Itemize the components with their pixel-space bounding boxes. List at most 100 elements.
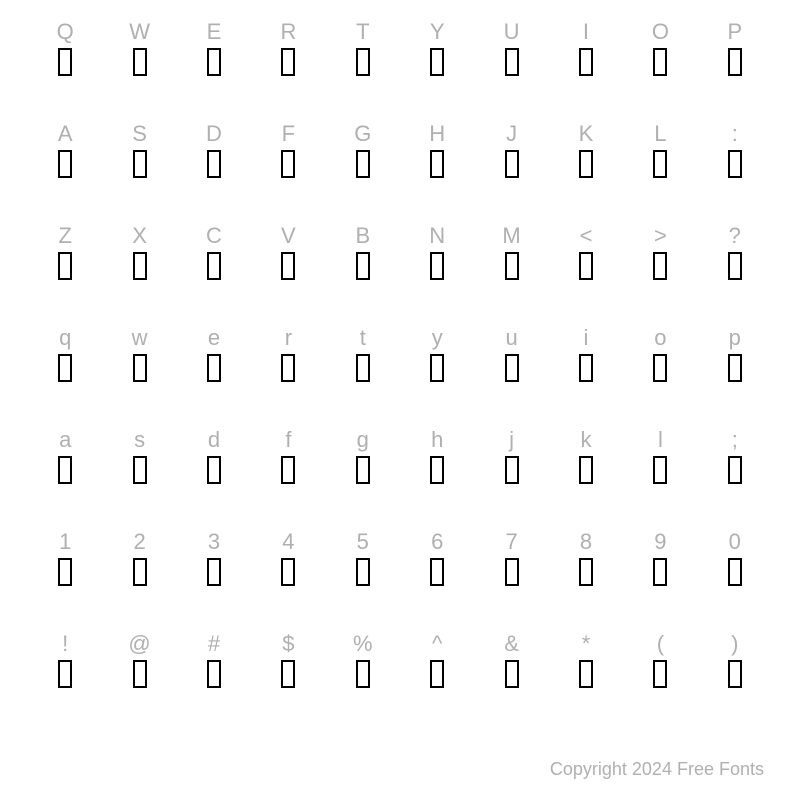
missing-glyph-icon bbox=[356, 660, 370, 688]
char-cell: & bbox=[474, 628, 548, 730]
char-cell: 4 bbox=[251, 526, 325, 628]
char-cell: ) bbox=[698, 628, 772, 730]
missing-glyph-icon bbox=[505, 456, 519, 484]
missing-glyph-icon bbox=[728, 660, 742, 688]
char-cell: W bbox=[102, 16, 176, 118]
character-grid: QWERTYUIOPASDFGHJKL:ZXCVBNM<>?qwertyuiop… bbox=[28, 16, 772, 730]
char-label: K bbox=[579, 118, 594, 150]
missing-glyph-icon bbox=[207, 48, 221, 76]
char-label: ( bbox=[657, 628, 664, 660]
char-label: 4 bbox=[282, 526, 294, 558]
char-label: q bbox=[59, 322, 71, 354]
char-label: k bbox=[580, 424, 591, 456]
missing-glyph-icon bbox=[207, 150, 221, 178]
char-label: $ bbox=[282, 628, 294, 660]
char-label: u bbox=[505, 322, 517, 354]
missing-glyph-icon bbox=[281, 252, 295, 280]
char-label: t bbox=[360, 322, 366, 354]
char-cell: 6 bbox=[400, 526, 474, 628]
missing-glyph-icon bbox=[430, 252, 444, 280]
char-cell: P bbox=[698, 16, 772, 118]
missing-glyph-icon bbox=[728, 558, 742, 586]
char-cell: g bbox=[326, 424, 400, 526]
char-label: o bbox=[654, 322, 666, 354]
char-cell: 8 bbox=[549, 526, 623, 628]
char-label: B bbox=[355, 220, 370, 252]
char-cell: M bbox=[474, 220, 548, 322]
missing-glyph-icon bbox=[133, 150, 147, 178]
char-cell: A bbox=[28, 118, 102, 220]
char-cell: E bbox=[177, 16, 251, 118]
char-cell: : bbox=[698, 118, 772, 220]
char-cell: 0 bbox=[698, 526, 772, 628]
char-cell: # bbox=[177, 628, 251, 730]
char-label: s bbox=[134, 424, 145, 456]
char-cell: s bbox=[102, 424, 176, 526]
missing-glyph-icon bbox=[356, 252, 370, 280]
missing-glyph-icon bbox=[133, 456, 147, 484]
missing-glyph-icon bbox=[356, 558, 370, 586]
missing-glyph-icon bbox=[505, 252, 519, 280]
char-cell: e bbox=[177, 322, 251, 424]
missing-glyph-icon bbox=[653, 150, 667, 178]
missing-glyph-icon bbox=[653, 48, 667, 76]
char-cell: F bbox=[251, 118, 325, 220]
char-label: Z bbox=[58, 220, 71, 252]
char-label: T bbox=[356, 16, 369, 48]
char-cell: B bbox=[326, 220, 400, 322]
char-cell: 7 bbox=[474, 526, 548, 628]
missing-glyph-icon bbox=[58, 252, 72, 280]
char-cell: w bbox=[102, 322, 176, 424]
char-label: 0 bbox=[729, 526, 741, 558]
missing-glyph-icon bbox=[133, 48, 147, 76]
char-label: Q bbox=[57, 16, 74, 48]
char-label: 1 bbox=[59, 526, 71, 558]
char-cell: ? bbox=[698, 220, 772, 322]
char-label: G bbox=[354, 118, 371, 150]
char-label: U bbox=[504, 16, 520, 48]
missing-glyph-icon bbox=[579, 456, 593, 484]
char-cell: 3 bbox=[177, 526, 251, 628]
char-label: ! bbox=[62, 628, 68, 660]
missing-glyph-icon bbox=[653, 660, 667, 688]
copyright-text: Copyright 2024 Free Fonts bbox=[550, 759, 764, 780]
char-cell: R bbox=[251, 16, 325, 118]
char-cell: a bbox=[28, 424, 102, 526]
missing-glyph-icon bbox=[505, 558, 519, 586]
missing-glyph-icon bbox=[58, 456, 72, 484]
char-cell: Y bbox=[400, 16, 474, 118]
missing-glyph-icon bbox=[58, 660, 72, 688]
char-cell: k bbox=[549, 424, 623, 526]
char-label: D bbox=[206, 118, 222, 150]
char-cell: S bbox=[102, 118, 176, 220]
char-cell: G bbox=[326, 118, 400, 220]
missing-glyph-icon bbox=[579, 558, 593, 586]
missing-glyph-icon bbox=[133, 354, 147, 382]
char-label: C bbox=[206, 220, 222, 252]
char-label: r bbox=[285, 322, 292, 354]
char-label: d bbox=[208, 424, 220, 456]
char-label: a bbox=[59, 424, 71, 456]
missing-glyph-icon bbox=[430, 48, 444, 76]
char-label: L bbox=[654, 118, 666, 150]
char-label: p bbox=[729, 322, 741, 354]
missing-glyph-icon bbox=[430, 150, 444, 178]
char-cell: L bbox=[623, 118, 697, 220]
char-cell: l bbox=[623, 424, 697, 526]
char-cell: C bbox=[177, 220, 251, 322]
char-cell: X bbox=[102, 220, 176, 322]
missing-glyph-icon bbox=[579, 252, 593, 280]
char-cell: > bbox=[623, 220, 697, 322]
char-label: R bbox=[280, 16, 296, 48]
char-cell: < bbox=[549, 220, 623, 322]
missing-glyph-icon bbox=[505, 354, 519, 382]
char-cell: H bbox=[400, 118, 474, 220]
char-label: ; bbox=[732, 424, 738, 456]
char-cell: o bbox=[623, 322, 697, 424]
char-cell: ( bbox=[623, 628, 697, 730]
char-label: j bbox=[509, 424, 514, 456]
missing-glyph-icon bbox=[58, 354, 72, 382]
char-cell: % bbox=[326, 628, 400, 730]
char-label: H bbox=[429, 118, 445, 150]
char-cell: I bbox=[549, 16, 623, 118]
